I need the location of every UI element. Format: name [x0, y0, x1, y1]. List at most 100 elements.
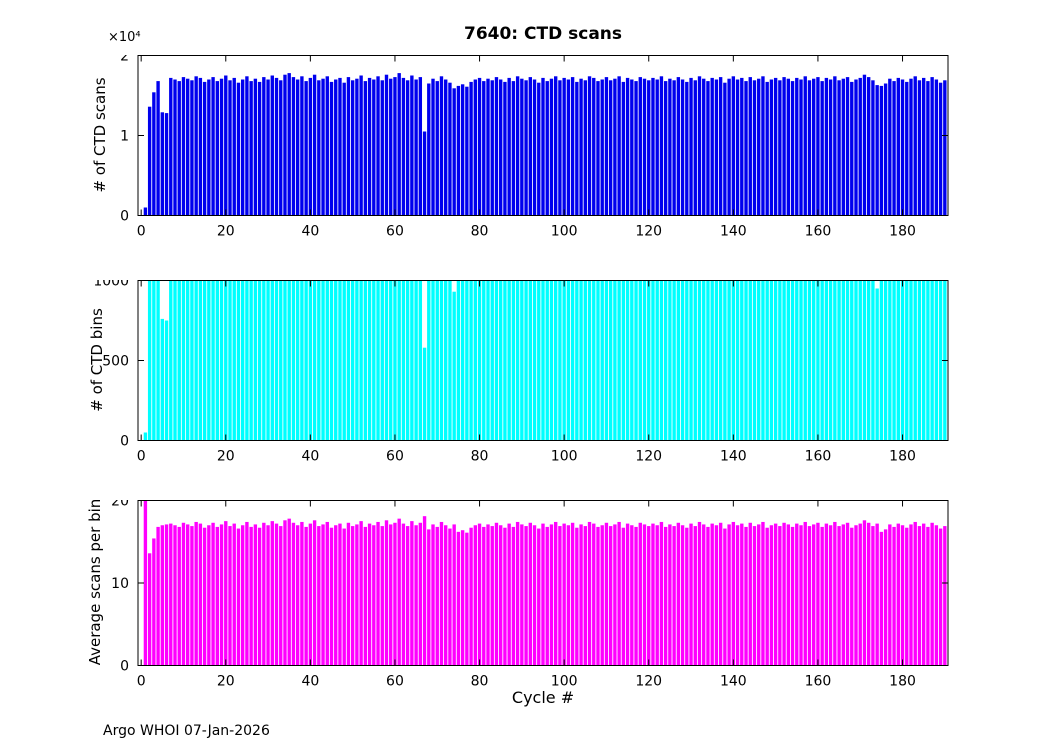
bar [177, 81, 181, 216]
bar [921, 523, 926, 666]
bar [579, 280, 583, 441]
bar [329, 280, 334, 441]
bar [769, 525, 774, 666]
y-tick-label: 0 [120, 434, 129, 450]
bar [338, 77, 342, 216]
x-axis-label: Cycle # [511, 688, 575, 707]
bar [249, 81, 253, 216]
bar [575, 280, 579, 441]
bar [410, 280, 414, 441]
bar [600, 79, 604, 216]
bar [215, 526, 219, 666]
bar [384, 280, 389, 441]
bar [380, 526, 384, 666]
bar [456, 280, 461, 441]
bar [270, 75, 274, 216]
bar [228, 80, 232, 216]
bar [562, 523, 566, 666]
bar [592, 77, 596, 216]
bar [549, 524, 554, 666]
bar [752, 526, 757, 666]
y-tick-label: 10 [111, 576, 129, 592]
bar [156, 81, 160, 216]
bar [676, 280, 681, 441]
bar [224, 75, 228, 216]
bar [554, 521, 558, 666]
bar [160, 318, 165, 441]
bar [613, 78, 617, 216]
bar [245, 76, 249, 216]
bar [367, 280, 372, 441]
bar [160, 112, 165, 216]
bar [723, 82, 727, 216]
bar [435, 526, 439, 666]
bar [486, 280, 490, 441]
bar [401, 77, 406, 216]
bar [655, 280, 659, 441]
bar [782, 522, 786, 666]
bar [799, 280, 803, 441]
bar [279, 526, 283, 666]
bar [807, 526, 812, 666]
bar [824, 523, 829, 666]
bar [448, 528, 452, 666]
bar [617, 521, 621, 666]
bar [410, 75, 414, 216]
bar [799, 525, 803, 666]
bar [270, 521, 274, 666]
bar [515, 76, 520, 216]
bar [190, 526, 194, 666]
bar [499, 525, 503, 666]
bar [207, 280, 211, 441]
bar [824, 280, 829, 441]
bar [380, 280, 384, 441]
bar [566, 280, 571, 441]
bar [465, 280, 469, 441]
bar [938, 280, 943, 441]
bar [592, 280, 596, 441]
bar [376, 280, 380, 441]
bar [486, 78, 490, 216]
bar [482, 526, 486, 666]
bar [444, 525, 448, 666]
bar [689, 77, 693, 216]
bar [748, 522, 752, 666]
bar [837, 80, 841, 216]
bar [541, 523, 545, 666]
bar [304, 526, 308, 666]
bar [926, 81, 930, 216]
bar [143, 500, 148, 666]
bar [181, 522, 186, 666]
x-tick-label: 120 [635, 224, 662, 240]
bar [854, 525, 858, 666]
bar [638, 280, 642, 441]
bar [773, 280, 778, 441]
bar [778, 80, 782, 216]
bar [169, 280, 173, 441]
bar [828, 280, 833, 441]
bar [723, 280, 727, 441]
bar [279, 280, 283, 441]
bar [608, 526, 613, 666]
bar [427, 529, 431, 666]
bar [608, 280, 613, 441]
bar [152, 92, 156, 216]
bar [173, 525, 177, 666]
bar [541, 280, 545, 441]
bar [334, 79, 338, 216]
bar [909, 78, 913, 216]
bar [338, 523, 342, 666]
bar [202, 527, 207, 666]
y-axis-label-avg-scans: Average scans per bin [86, 498, 104, 666]
bar [317, 80, 321, 216]
bar [663, 81, 668, 216]
bar [697, 76, 702, 216]
y-tick-label: 2 [120, 55, 129, 65]
bar [617, 76, 621, 216]
bar [850, 81, 854, 216]
bar [359, 280, 363, 441]
bar [841, 78, 845, 216]
bar [786, 524, 791, 666]
x-tick-label: 160 [805, 449, 832, 465]
bar [452, 291, 456, 441]
